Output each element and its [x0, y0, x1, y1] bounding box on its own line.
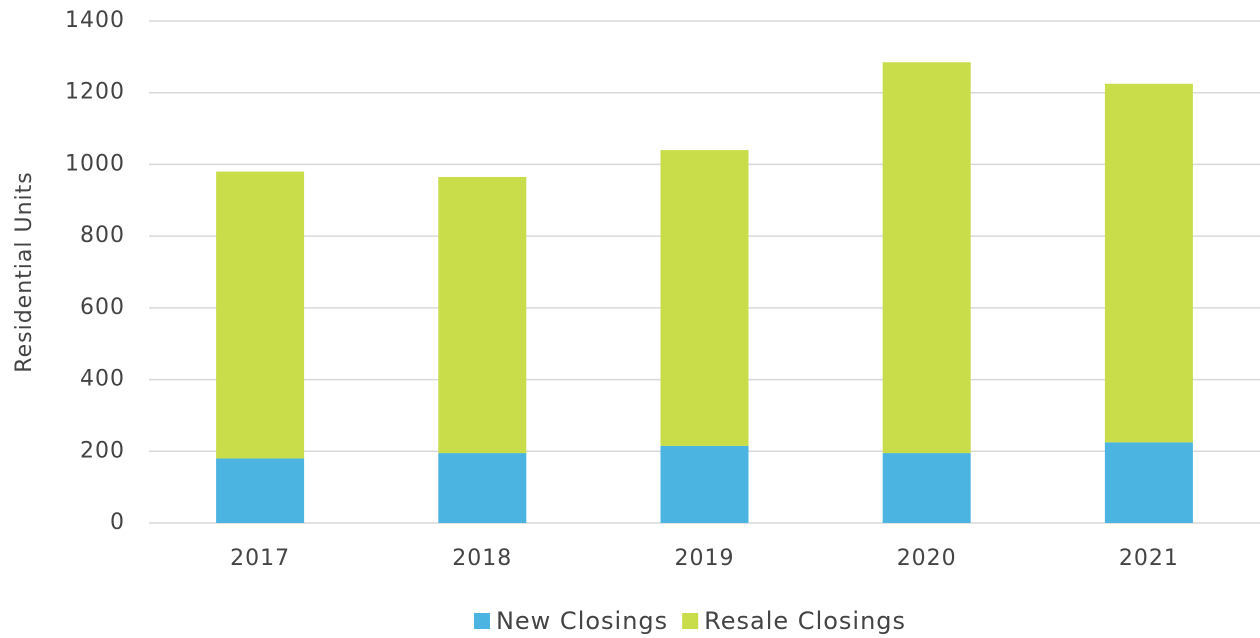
x-tick-label: 2021 — [1119, 546, 1179, 571]
bar-segment — [882, 62, 971, 454]
bar-segment — [438, 176, 527, 454]
x-tick-label: 2018 — [452, 546, 512, 571]
y-tick-label: 600 — [80, 295, 125, 320]
bar-segment — [1104, 83, 1193, 443]
y-axis-label: Residential Units — [12, 171, 37, 372]
bar-segment — [882, 453, 971, 523]
x-tick-label: 2019 — [675, 546, 735, 571]
bar-segment — [216, 171, 305, 459]
y-tick-label: 1000 — [65, 151, 125, 176]
x-tick-label: 2020 — [897, 546, 957, 571]
bar-segment — [216, 458, 305, 523]
legend-swatch — [682, 613, 699, 629]
y-tick-label: 800 — [80, 223, 125, 248]
bar-segment — [660, 445, 749, 523]
legend-label: Resale Closings — [704, 607, 906, 635]
legend-label: New Closings — [496, 607, 668, 635]
legend-swatch — [473, 613, 490, 629]
y-tick-label: 400 — [80, 367, 125, 392]
bar-segment — [438, 453, 527, 523]
bar-segment — [1104, 442, 1193, 523]
y-tick-label: 0 — [110, 510, 125, 535]
y-tick-label: 1400 — [65, 8, 125, 33]
y-tick-label: 200 — [80, 438, 125, 463]
y-tick-label: 1200 — [65, 80, 125, 105]
bar-segment — [660, 150, 749, 446]
x-tick-label: 2017 — [230, 546, 290, 571]
